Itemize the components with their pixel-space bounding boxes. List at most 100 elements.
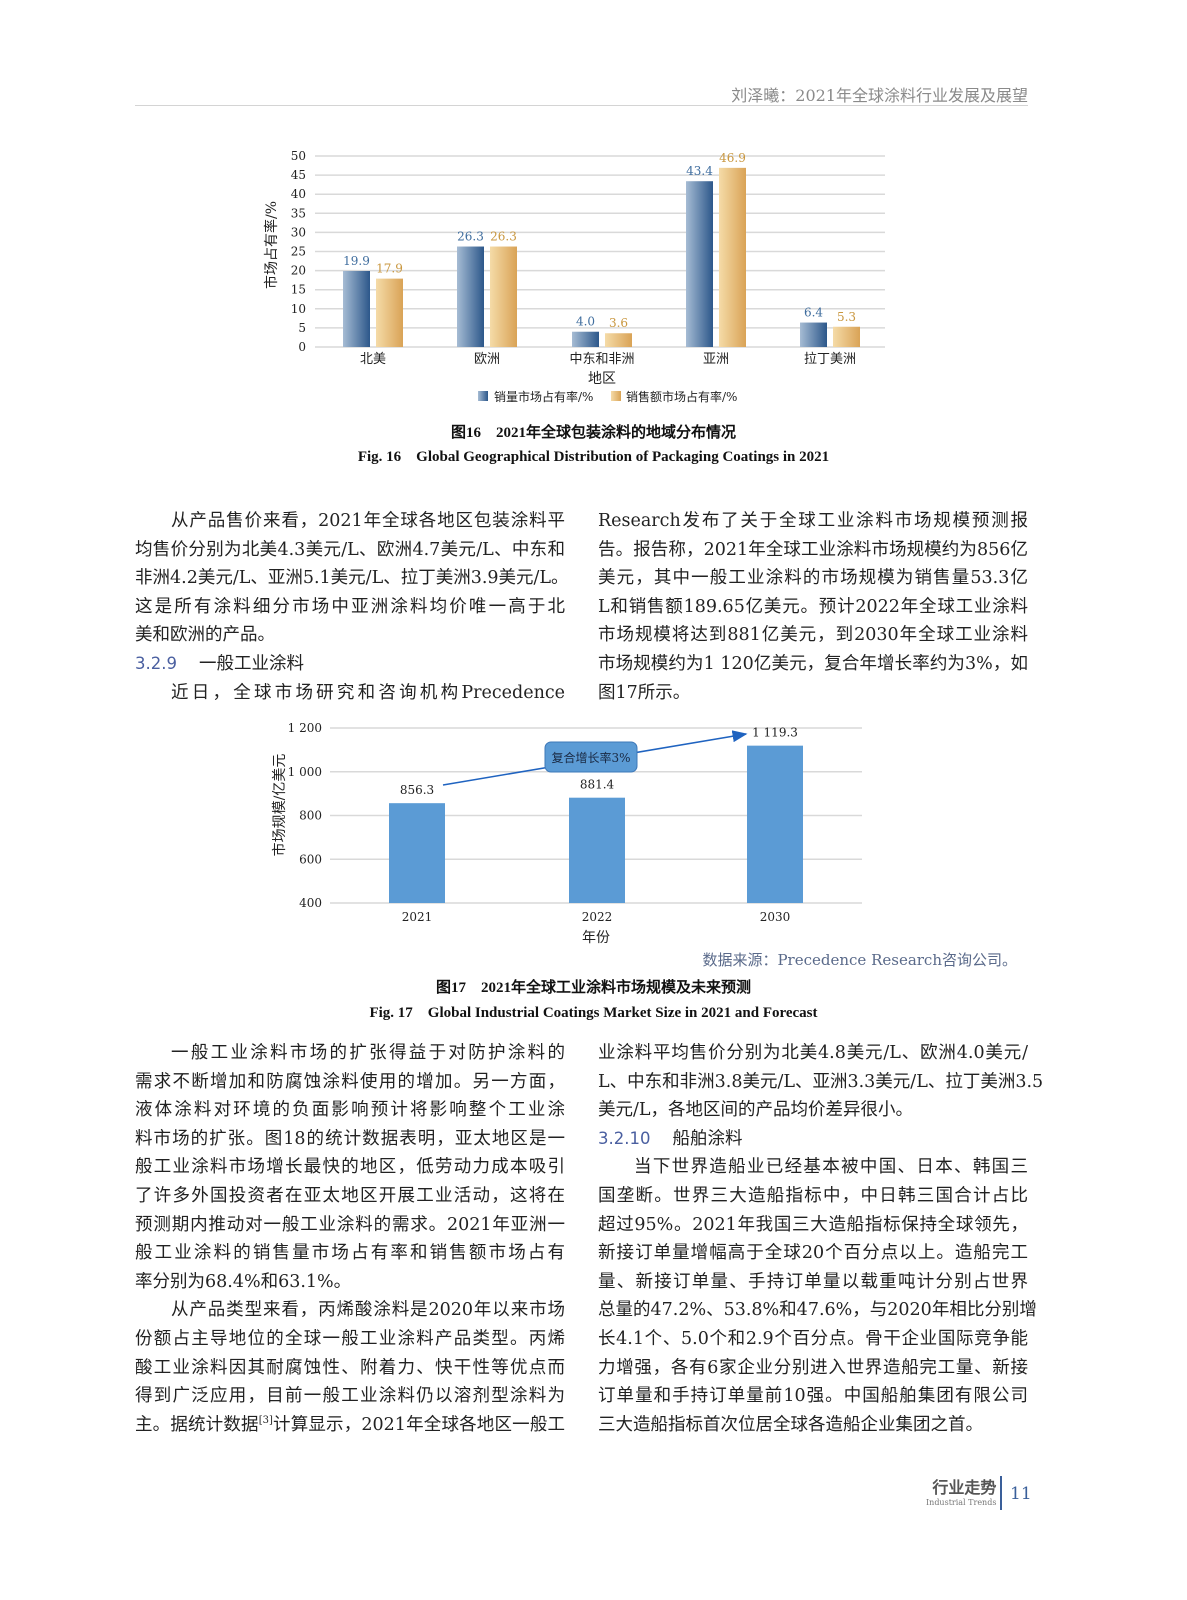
bar	[747, 745, 803, 903]
section-number: 3.2.9	[135, 653, 177, 673]
data-label: 26.3	[457, 230, 484, 244]
x-tick-label: 2030	[760, 910, 791, 924]
bar-volume	[457, 246, 484, 347]
y-tick-label: 1 200	[288, 721, 322, 735]
section-heading: 3.2.10 船舶涂料	[598, 1125, 1028, 1154]
bar-sales	[376, 278, 403, 347]
bar-sales	[490, 246, 517, 347]
paragraph: Research发布了关于全球工业涂料市场规模预测报 告。报告称，2021年全球工…	[598, 507, 1028, 707]
text-line: 力增强，各有6家企业分别进入世界造船完工量、新接	[598, 1357, 1028, 1378]
text-line: 需求不断增加和防腐蚀涂料使用的增加。另一方面，	[135, 1071, 565, 1092]
x-tick-label: 中东和非洲	[569, 352, 634, 367]
text-line: 从产品售价来看，2021年全球各地区包装涂料平	[171, 511, 565, 531]
growth-callout	[544, 741, 638, 773]
text-line: Research发布了关于全球工业涂料市场规模预测报	[598, 511, 1028, 531]
bar-sales	[719, 167, 746, 347]
legend-label-volume: 销量市场占有率/%	[494, 389, 593, 404]
text-line: 从产品类型来看，丙烯酸涂料是2020年以来市场	[171, 1300, 565, 1321]
text-line: 国垄断。世界三大造船指标中，中日韩三国合计占比	[598, 1185, 1028, 1206]
section-heading: 3.2.9 一般工业涂料	[135, 650, 565, 679]
x-tick-label: 2021	[402, 910, 433, 924]
x-axis-title: 年份	[582, 930, 610, 946]
y-tick-label: 10	[291, 302, 306, 316]
bar-sales	[605, 333, 632, 347]
fig16-caption-en: Fig. 16 Global Geographical Distribution…	[357, 449, 830, 465]
y-tick-label: 600	[299, 852, 322, 866]
y-tick-label: 50	[291, 149, 306, 163]
text-line: 得到广泛应用，目前一般工业涂料仍以溶剂型涂料为	[135, 1386, 565, 1407]
data-label: 856.3	[400, 783, 434, 797]
upper-left-column: 从产品售价来看，2021年全球各地区包装涂料平 均售价分别为北美4.3美元/L、欧…	[135, 507, 569, 708]
bar	[569, 797, 625, 903]
text-line: 酸工业涂料因其耐腐蚀性、附着力、快干性等优点而	[135, 1357, 565, 1378]
section-number: 3.2.10	[598, 1128, 651, 1148]
y-tick-label: 20	[291, 264, 306, 278]
y-tick-label: 25	[291, 245, 306, 259]
text-line: 市场规模将达到881亿美元，到2030年全球工业涂料	[598, 625, 1028, 646]
legend-swatch-sales	[611, 391, 621, 401]
data-label: 5.3	[837, 310, 856, 324]
citation-ref: [3]	[258, 1414, 273, 1426]
fig17-data-source: 数据来源：Precedence Research咨询公司。	[702, 951, 1017, 969]
text-line: 图17所示。	[598, 682, 691, 703]
text-line: 美元，其中一般工业涂料的市场规模为销售量53.3亿	[598, 568, 1028, 589]
y-axis-title: 市场规模/亿美元	[271, 754, 288, 857]
footer-divider	[1000, 1476, 1002, 1510]
text-line: 长4.1个、5.0个和2.9个百分点。骨干企业国际竞争能	[598, 1328, 1028, 1349]
text-line: 当下世界造船业已经基本被中国、日本、韩国三	[634, 1157, 1028, 1178]
text-line: 这是所有涂料细分市场中亚洲涂料均价唯一高于北	[135, 596, 565, 617]
text-line: 一般工业涂料市场的扩张得益于对防护涂料的	[171, 1043, 565, 1063]
upper-right-column: Research发布了关于全球工业涂料市场规模预测报 告。报告称，2021年全球工…	[598, 507, 1028, 707]
text-line: 告。报告称，2021年全球工业涂料市场规模约为856亿	[598, 539, 1028, 560]
paragraph: 一般工业涂料市场的扩张得益于对防护涂料的需求不断增加和防腐蚀涂料使用的增加。另一…	[135, 1039, 565, 1296]
text-line: 般工业涂料市场增长最快的地区，低劳动力成本吸引	[135, 1157, 565, 1178]
y-tick-label: 40	[291, 187, 306, 201]
chart-fig17: 400 600 800 1 000 1 200 856.3 2021 881.4 2022 1 1…	[271, 721, 862, 946]
text-line: 总量的47.2%、53.8%和47.6%，与2020年相比分别增	[598, 1300, 1037, 1321]
text-line: 美元/L，各地区间的产品均价差异很小。	[598, 1100, 914, 1121]
x-tick-label: 拉丁美洲	[804, 352, 856, 367]
paragraph: 从产品售价来看，2021年全球各地区包装涂料平 均售价分别为北美4.3美元/L、欧…	[135, 507, 569, 650]
data-label: 43.4	[686, 164, 713, 178]
legend-label-sales: 销售额市场占有率/%	[626, 389, 737, 404]
x-tick-label: 北美	[360, 352, 386, 367]
text-line: 率分别为68.4%和63.1%。	[135, 1271, 352, 1292]
text-line: 市场规模约为1 120亿美元，复合年增长率约为3%，如	[598, 653, 1028, 674]
bar-volume	[343, 270, 370, 347]
data-label: 881.4	[580, 778, 615, 792]
header-divider	[135, 105, 1028, 106]
text-line: 料市场的扩张。图18的统计数据表明，亚太地区是一	[135, 1128, 565, 1149]
data-label: 3.6	[609, 316, 628, 330]
footer-section: 行业走势 Industrial Trends	[926, 1474, 996, 1507]
text-line: 主。据统计数据[3]计算显示，2021年全球各地区一般工	[135, 1414, 565, 1435]
data-label: 17.9	[376, 262, 403, 276]
text-line: 般工业涂料的销售量市场占有率和销售额市场占有	[135, 1243, 565, 1264]
chart-fig16: 0 5 10 15 20 25 30 35 40 45 50 19.9 17.9 北美 26.3 26.3 欧洲…	[263, 149, 885, 404]
bar-sales	[833, 326, 860, 347]
x-axis-title: 地区	[588, 371, 616, 387]
text-line: 份额占主导地位的全球一般工业涂料产品类型。丙烯	[135, 1328, 565, 1349]
text-line: 超过95%。2021年我国三大造船指标保持全球领先，	[598, 1214, 1028, 1235]
text-line: 非洲4.2美元/L、亚洲5.1美元/L、拉丁美洲3.9美元/L。	[135, 568, 569, 589]
text-line: 三大造船指标首次位居全球各造船企业集团之首。	[598, 1414, 983, 1435]
paragraph: 近日，全球市场研究和咨询机构Precedence	[135, 679, 565, 708]
y-tick-label: 35	[291, 206, 306, 220]
section-title: 船舶涂料	[672, 1128, 743, 1149]
x-tick-label: 2022	[582, 910, 613, 924]
text-line: 美和欧洲的产品。	[135, 625, 275, 646]
y-tick-label: 30	[291, 225, 306, 239]
paragraph: 当下世界造船业已经基本被中国、日本、韩国三国垄断。世界三大造船指标中，中日韩三国…	[598, 1153, 1037, 1439]
fig16-caption-cn: 图16 2021年全球包装涂料的地域分布情况	[450, 425, 736, 441]
y-tick-label: 0	[298, 340, 306, 354]
data-label: 1 119.3	[752, 726, 798, 740]
text-line: 了许多外国投资者在亚太地区开展工业活动，这将在	[135, 1185, 565, 1206]
bar-volume	[572, 331, 599, 347]
text-line: 新接订单量增幅高于全球20个百分点以上。造船完工	[598, 1243, 1028, 1264]
text-line: 液体涂料对环境的负面影响预计将影响整个工业涂	[135, 1100, 565, 1121]
growth-callout-label: 复合增长率3%	[551, 750, 630, 765]
x-tick-label: 欧洲	[474, 352, 500, 367]
fig17-caption-en: Fig. 17 Global Industrial Coatings Marke…	[369, 1005, 818, 1021]
x-tick-label: 亚洲	[703, 352, 729, 367]
text-line: 预测期内推动对一般工业涂料的需求。2021年亚洲一	[135, 1214, 565, 1235]
lower-left-column: 一般工业涂料市场的扩张得益于对防护涂料的需求不断增加和防腐蚀涂料使用的增加。另一…	[135, 1039, 565, 1439]
